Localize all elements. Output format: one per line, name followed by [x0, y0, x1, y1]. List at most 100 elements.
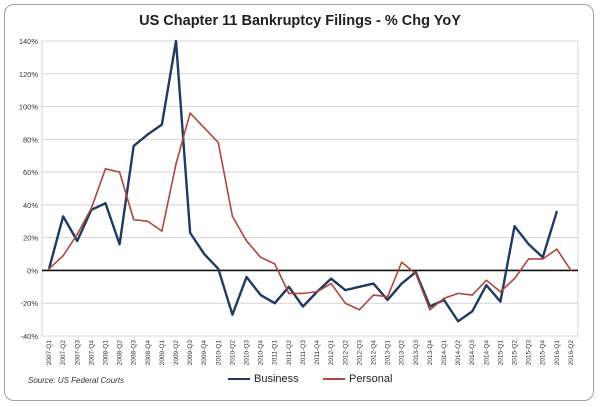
data-point-personal — [400, 261, 403, 264]
data-point-personal — [386, 295, 389, 298]
data-point-business — [330, 277, 332, 280]
data-point-personal — [457, 292, 459, 295]
x-tick-label: 2013-Q2 — [399, 340, 406, 366]
data-point-personal — [161, 230, 163, 232]
x-tick-label: 2014-Q4 — [483, 340, 490, 366]
data-point-personal — [217, 141, 220, 144]
x-tick-label: 2010-Q1 — [215, 340, 222, 366]
data-point-personal — [485, 279, 488, 282]
x-tick-label: 2008-Q3 — [131, 340, 138, 366]
data-point-personal — [316, 290, 318, 293]
x-tick-label: 2012-Q3 — [356, 340, 363, 366]
data-point-personal — [414, 272, 417, 275]
x-tick-label: 2016-Q2 — [568, 340, 575, 366]
data-point-business — [485, 284, 488, 286]
data-point-business — [386, 299, 389, 301]
plot-area — [41, 40, 579, 337]
chart-source-note: Source: US Federal Courts — [28, 376, 125, 385]
x-tick-label: 2007-Q1 — [46, 340, 53, 366]
legend-label-personal: Personal — [349, 373, 393, 385]
data-point-personal — [330, 282, 332, 285]
series-line-business — [47, 39, 558, 323]
x-tick-label: 2013-Q4 — [427, 340, 434, 366]
data-point-business — [146, 133, 149, 136]
data-point-business — [457, 320, 459, 323]
y-tick-label: -40% — [20, 332, 38, 341]
data-point-business — [273, 302, 276, 305]
y-tick-label: 100% — [19, 103, 39, 112]
y-tick-label: 60% — [23, 168, 38, 177]
data-point-personal — [273, 263, 276, 265]
x-tick-label: 2009-Q4 — [201, 340, 208, 366]
x-tick-label: 2012-Q4 — [370, 340, 377, 366]
data-point-personal — [556, 248, 558, 250]
x-tick-label: 2012-Q2 — [342, 340, 349, 366]
data-point-personal — [231, 215, 234, 218]
data-point-personal — [471, 294, 474, 296]
data-point-personal — [358, 308, 361, 311]
y-tick-label: 120% — [19, 70, 39, 79]
data-point-business — [372, 282, 375, 285]
x-tick-label: 2007-Q3 — [74, 340, 81, 366]
legend-entry-business: Business — [228, 373, 299, 385]
y-tick-label: 40% — [23, 201, 38, 210]
x-tick-label: 2014-Q1 — [441, 340, 448, 366]
chart-frame — [4, 4, 594, 401]
legend-label-business: Business — [254, 373, 299, 385]
data-point-business — [513, 225, 516, 227]
data-point-business — [527, 243, 530, 246]
x-tick-label: 2015-Q1 — [497, 340, 504, 366]
data-point-personal — [62, 254, 64, 257]
x-tick-label: 2013-Q3 — [413, 340, 420, 366]
y-tick-label: 20% — [23, 234, 38, 243]
x-tick-label: 2008-Q1 — [102, 340, 109, 366]
x-tick-label: 2011-Q1 — [272, 340, 279, 365]
data-point-business — [400, 282, 403, 285]
data-point-business — [499, 300, 502, 303]
legend-entry-personal: Personal — [323, 373, 392, 385]
chart-title: US Chapter 11 Bankruptcy Filings - % Chg… — [139, 13, 461, 29]
data-point-business — [203, 253, 206, 255]
x-tick-label: 2010-Q3 — [244, 340, 251, 366]
data-point-business — [175, 40, 177, 42]
data-point-personal — [541, 258, 544, 260]
data-point-personal — [90, 207, 93, 209]
x-tick-label: 2010-Q4 — [258, 340, 265, 366]
data-point-personal — [146, 220, 149, 223]
data-point-personal — [499, 290, 502, 293]
x-tick-label: 2014-Q3 — [469, 340, 476, 366]
data-point-business — [259, 294, 262, 296]
x-tick-label: 2007-Q2 — [60, 340, 67, 366]
x-tick-label: 2008-Q4 — [145, 340, 152, 366]
data-point-personal — [429, 308, 431, 311]
data-point-business — [556, 210, 558, 213]
data-point-personal — [570, 269, 572, 272]
data-point-personal — [203, 127, 206, 129]
x-tick-label: 2011-Q2 — [286, 340, 293, 365]
data-point-personal — [443, 297, 445, 300]
data-point-personal — [344, 302, 347, 305]
data-point-business — [76, 240, 79, 242]
y-tick-label: -20% — [20, 299, 38, 308]
legend-swatch-business — [228, 378, 250, 381]
data-point-business — [62, 215, 64, 218]
x-tick-label: 2010-Q2 — [229, 340, 236, 366]
x-tick-label: 2007-Q4 — [88, 340, 95, 366]
data-point-personal — [259, 256, 262, 259]
x-tick-label: 2013-Q1 — [385, 340, 392, 366]
data-point-personal — [118, 171, 121, 173]
data-point-business — [288, 286, 290, 288]
x-tick-label: 2009-Q1 — [159, 340, 166, 366]
data-point-personal — [245, 240, 248, 242]
data-point-business — [358, 286, 361, 288]
data-point-personal — [76, 233, 79, 236]
data-point-personal — [132, 218, 135, 221]
x-tick-label: 2016-Q1 — [554, 340, 561, 366]
x-tick-label: 2011-Q3 — [300, 340, 307, 365]
x-tick-label: 2015-Q4 — [540, 340, 547, 366]
y-tick-label: 80% — [23, 135, 38, 144]
data-point-business — [245, 276, 248, 278]
data-point-personal — [175, 163, 177, 165]
legend-swatch-personal — [323, 378, 345, 381]
data-point-business — [471, 310, 474, 313]
